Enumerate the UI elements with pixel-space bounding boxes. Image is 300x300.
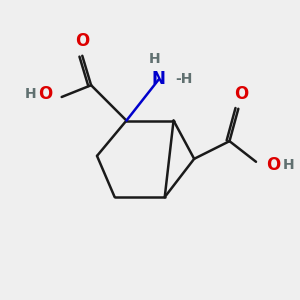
Text: O: O bbox=[75, 32, 89, 50]
Text: H: H bbox=[148, 52, 160, 66]
Text: -H: -H bbox=[175, 72, 192, 86]
Text: N: N bbox=[152, 70, 166, 88]
Text: H: H bbox=[25, 87, 37, 101]
Text: H: H bbox=[283, 158, 294, 172]
Text: O: O bbox=[266, 156, 280, 174]
Text: O: O bbox=[38, 85, 52, 103]
Text: O: O bbox=[234, 85, 248, 103]
